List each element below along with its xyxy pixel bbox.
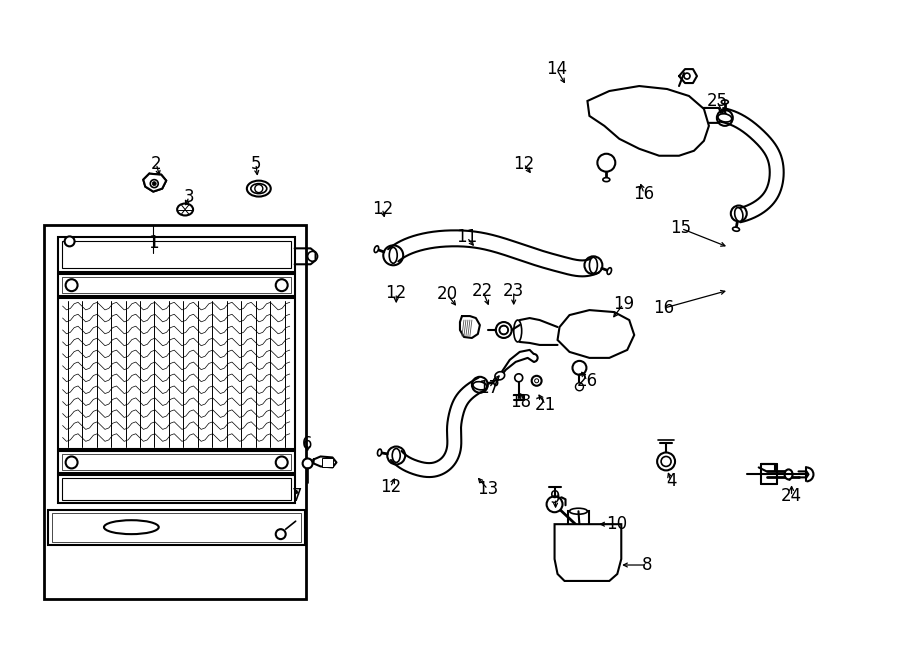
Ellipse shape xyxy=(500,325,508,334)
Text: 7: 7 xyxy=(292,487,302,505)
Ellipse shape xyxy=(496,322,512,338)
Ellipse shape xyxy=(733,227,740,231)
Text: 12: 12 xyxy=(385,284,407,302)
Ellipse shape xyxy=(603,178,610,182)
Circle shape xyxy=(657,453,675,471)
Ellipse shape xyxy=(390,247,397,263)
Bar xyxy=(58,298,294,449)
Text: 11: 11 xyxy=(456,229,478,247)
Ellipse shape xyxy=(514,320,522,342)
Circle shape xyxy=(152,182,157,186)
Circle shape xyxy=(66,457,77,469)
Text: 18: 18 xyxy=(510,393,531,410)
Ellipse shape xyxy=(374,246,379,253)
Text: 12: 12 xyxy=(380,479,400,496)
Circle shape xyxy=(662,457,671,467)
Ellipse shape xyxy=(247,180,271,196)
Circle shape xyxy=(275,529,285,539)
Bar xyxy=(321,459,334,467)
Text: 16: 16 xyxy=(653,299,675,317)
Text: 8: 8 xyxy=(642,556,652,574)
Ellipse shape xyxy=(590,257,598,273)
Circle shape xyxy=(585,322,609,346)
Text: 26: 26 xyxy=(577,371,598,390)
Text: 14: 14 xyxy=(546,60,567,78)
Text: 22: 22 xyxy=(472,282,493,300)
Bar xyxy=(44,225,306,599)
Circle shape xyxy=(684,73,690,79)
Bar xyxy=(61,479,291,500)
Ellipse shape xyxy=(495,371,505,380)
Bar xyxy=(61,455,291,471)
Circle shape xyxy=(572,361,587,375)
Circle shape xyxy=(275,279,288,291)
Polygon shape xyxy=(554,524,621,581)
Text: 10: 10 xyxy=(606,515,627,533)
Circle shape xyxy=(302,459,312,469)
Bar xyxy=(61,241,291,268)
Text: 1: 1 xyxy=(148,235,158,253)
Circle shape xyxy=(532,376,542,386)
Text: 20: 20 xyxy=(436,285,457,303)
Ellipse shape xyxy=(377,449,382,456)
Circle shape xyxy=(66,279,77,291)
Bar xyxy=(58,475,294,503)
Text: 9: 9 xyxy=(550,489,561,507)
Text: 19: 19 xyxy=(613,295,634,313)
Text: 12: 12 xyxy=(372,200,393,217)
Text: 25: 25 xyxy=(706,92,727,110)
Polygon shape xyxy=(143,174,166,192)
Ellipse shape xyxy=(392,449,400,463)
Circle shape xyxy=(546,496,562,512)
Text: 3: 3 xyxy=(184,188,194,206)
Text: 4: 4 xyxy=(666,473,676,490)
Bar xyxy=(61,277,291,293)
Bar xyxy=(48,510,304,545)
Bar xyxy=(51,513,301,542)
Text: 17: 17 xyxy=(478,379,500,397)
Ellipse shape xyxy=(177,204,194,215)
Ellipse shape xyxy=(473,381,487,390)
Bar xyxy=(58,237,294,272)
Ellipse shape xyxy=(734,208,742,221)
Ellipse shape xyxy=(104,520,158,534)
Bar xyxy=(58,451,294,473)
Text: 24: 24 xyxy=(781,487,802,505)
Ellipse shape xyxy=(718,114,732,122)
Text: 13: 13 xyxy=(477,481,499,498)
Text: 15: 15 xyxy=(670,219,691,237)
Text: 5: 5 xyxy=(250,155,261,173)
Text: 2: 2 xyxy=(151,155,162,173)
Ellipse shape xyxy=(722,100,728,104)
Circle shape xyxy=(275,457,288,469)
Circle shape xyxy=(150,180,158,188)
Circle shape xyxy=(515,374,523,382)
Bar xyxy=(58,274,294,296)
Polygon shape xyxy=(557,310,634,358)
Bar xyxy=(568,511,590,527)
Circle shape xyxy=(65,237,75,247)
Circle shape xyxy=(575,383,583,391)
Text: 23: 23 xyxy=(503,282,525,300)
Ellipse shape xyxy=(493,379,498,385)
Text: 12: 12 xyxy=(513,155,535,173)
Text: 16: 16 xyxy=(634,184,654,202)
Circle shape xyxy=(255,184,263,192)
Text: 6: 6 xyxy=(302,434,313,453)
Polygon shape xyxy=(588,86,709,156)
Ellipse shape xyxy=(785,469,793,479)
Circle shape xyxy=(580,551,596,567)
Ellipse shape xyxy=(570,508,588,514)
Ellipse shape xyxy=(608,268,611,274)
Ellipse shape xyxy=(251,184,266,194)
Text: 21: 21 xyxy=(535,396,556,414)
